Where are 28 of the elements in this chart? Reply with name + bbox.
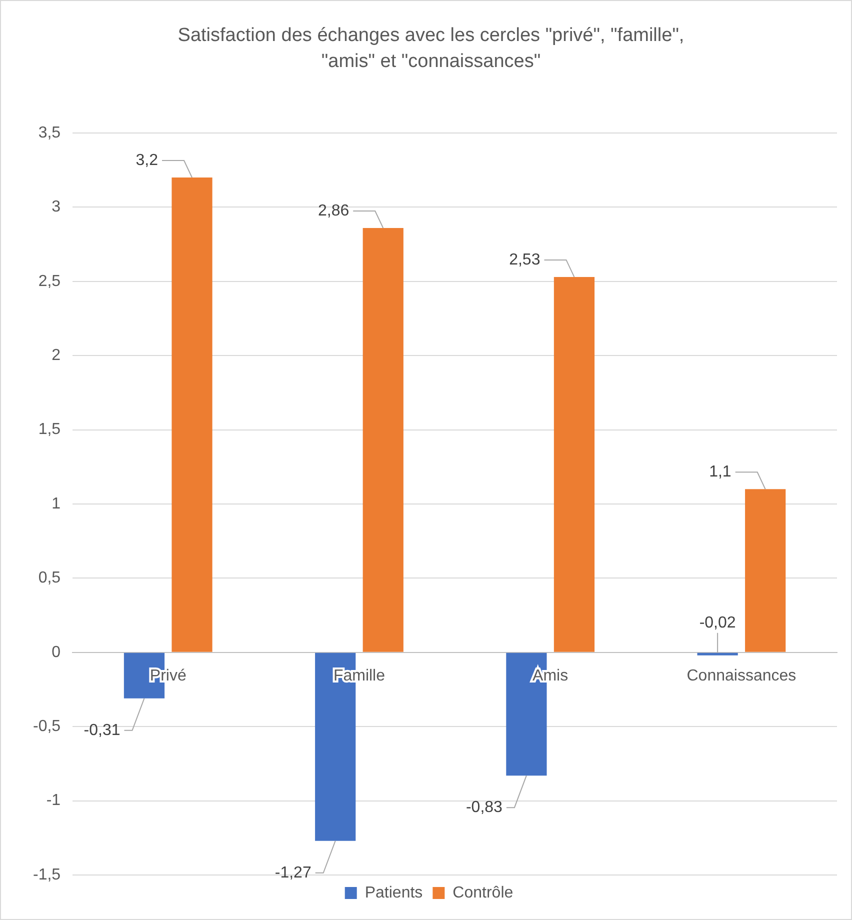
data-label: -0,02 — [699, 614, 736, 632]
data-label: 2,53 — [509, 251, 540, 268]
y-tick-label: 2 — [52, 347, 61, 364]
bar — [554, 276, 595, 652]
y-tick-label: -1,5 — [32, 866, 61, 884]
y-tick-label: 1,5 — [38, 421, 61, 438]
y-tick-label: -1 — [46, 792, 61, 810]
y-tick-label: 2,5 — [38, 272, 61, 290]
chart-title: Satisfaction des échanges avec les cercles "privé", "famille", "amis" et "connaissances" — [176, 24, 686, 74]
data-label: -0,31 — [84, 722, 120, 739]
data-label: 3,2 — [136, 152, 158, 169]
bar — [697, 652, 738, 656]
y-tick-label: -0,5 — [32, 718, 61, 736]
legend-label: Contrôle — [452, 884, 514, 902]
legend-label: Patients — [364, 884, 423, 902]
data-label: -1,27 — [274, 864, 312, 882]
y-tick-label: 0,5 — [38, 570, 61, 587]
y-tick-label: 1 — [52, 495, 61, 512]
y-tick-label: 3,5 — [38, 124, 61, 142]
y-tick-label: 0 — [52, 644, 61, 661]
bar — [172, 178, 212, 652]
y-tick-label: 3 — [52, 198, 61, 216]
data-label: 1,1 — [709, 464, 732, 481]
x-tick-label: Connaissances — [686, 667, 796, 684]
data-label: 2,86 — [318, 202, 350, 220]
bar — [745, 489, 786, 652]
bar — [362, 228, 404, 652]
data-label: -0,83 — [466, 798, 503, 816]
